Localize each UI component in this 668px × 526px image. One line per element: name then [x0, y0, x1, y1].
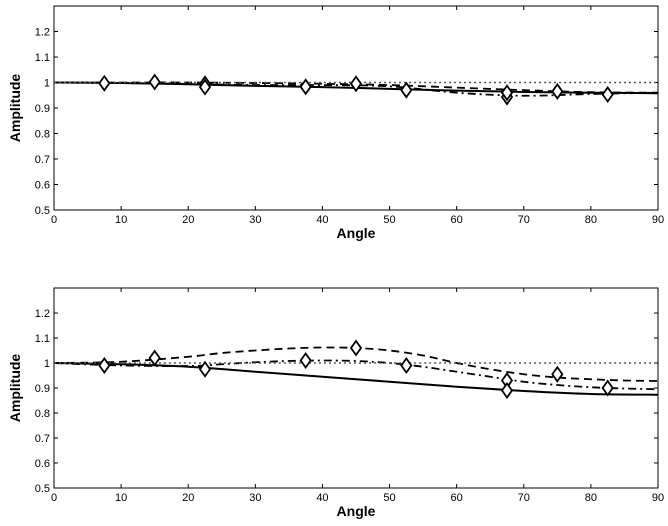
x-tick-label: 40 [316, 214, 328, 226]
diamond-marker [148, 73, 161, 91]
y-tick-label: 0.9 [35, 103, 50, 115]
y-tick-label: 0.7 [35, 433, 50, 445]
diamond-marker [400, 356, 413, 375]
y-tick-label: 0.6 [35, 180, 50, 192]
x-tick-label: 60 [451, 214, 463, 226]
x-tick-label: 40 [316, 492, 328, 504]
y-tick-label: 1.2 [35, 27, 50, 39]
y-tick-label: 1 [44, 358, 50, 370]
diamond-marker [551, 82, 564, 100]
y-tick-label: 1 [44, 78, 50, 90]
x-tick-label: 80 [585, 492, 597, 504]
diamond-marker [601, 85, 614, 104]
x-tick-label: 70 [518, 492, 530, 504]
diamond-marker [601, 379, 614, 397]
diamond-marker [299, 351, 312, 370]
chart-top: 0 10 20 30 40 50 60 70 80 90 0.5 0.6 0.7 0.8 0.9 1 1.1 1.… [7, 5, 664, 241]
diamond-marker [500, 84, 514, 102]
x-tick-label: 70 [518, 214, 530, 226]
y-axis-label: Amplitude [7, 74, 23, 143]
diamond-marker [400, 81, 413, 99]
y-tick-label: 0.8 [35, 408, 50, 420]
plot-frame [53, 287, 659, 489]
y-tick-label: 0.6 [35, 458, 50, 470]
diamond-marker [98, 74, 111, 92]
diamond-marker [349, 75, 363, 93]
y-tick-label: 1.1 [35, 52, 50, 64]
diamond-marker [98, 356, 111, 375]
x-tick-label: 50 [383, 492, 395, 504]
y-tick-label: 0.5 [35, 205, 50, 217]
x-tick-label: 90 [652, 214, 664, 226]
y-tick-label: 1.2 [35, 308, 50, 320]
x-tick-label: 20 [182, 492, 194, 504]
x-tick-label: 60 [451, 492, 463, 504]
diamond-marker [299, 78, 312, 96]
y-tick-label: 1.1 [35, 333, 50, 345]
x-tick-label: 0 [51, 492, 57, 504]
x-tick-label: 80 [585, 214, 597, 226]
diamond-marker [198, 360, 212, 378]
x-tick-label: 10 [115, 492, 127, 504]
y-tick-label: 0.8 [35, 129, 50, 141]
y-tick-label: 0.7 [35, 154, 50, 166]
diamond-marker [500, 381, 514, 400]
x-axis-label: Angle [337, 503, 376, 519]
x-tick-label: 90 [652, 492, 664, 504]
y-axis-label: Amplitude [7, 354, 23, 423]
x-tick-label: 30 [249, 214, 261, 226]
plot-frame [53, 5, 659, 211]
y-tick-label: 0.5 [35, 483, 50, 495]
x-tick-label: 20 [182, 214, 194, 226]
chart-bottom: 0 10 20 30 40 50 60 70 80 90 0.5 0.6 0.7 0.8 0.9 1 1.1 1.… [7, 287, 664, 519]
x-tick-label: 50 [383, 214, 395, 226]
x-axis-label: Angle [337, 225, 376, 241]
diamond-marker [148, 349, 161, 367]
diamond-marker [551, 365, 564, 383]
x-tick-label: 0 [51, 214, 57, 226]
x-tick-label: 10 [115, 214, 127, 226]
y-tick-label: 0.9 [35, 383, 50, 395]
x-tick-label: 30 [249, 492, 261, 504]
series-dashed [54, 346, 658, 382]
diamond-marker [198, 78, 212, 96]
series-solid [54, 362, 658, 396]
diamond-marker [349, 339, 363, 357]
